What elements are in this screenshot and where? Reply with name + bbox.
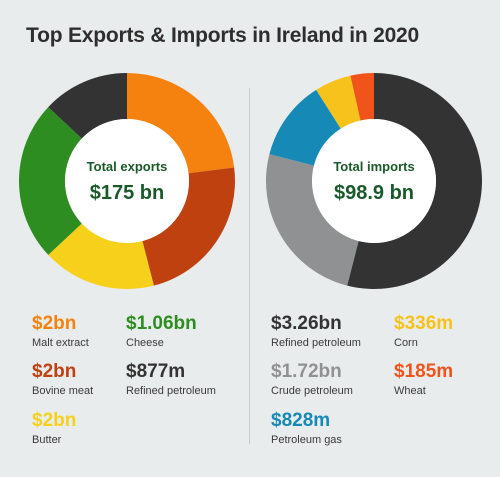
legend-value: $185m	[394, 361, 454, 382]
legend-value: $3.26bn	[271, 313, 342, 334]
center-label: Total imports	[333, 159, 414, 174]
legend-value: $2bn	[32, 410, 77, 431]
legend-label: Crude petroleum	[271, 385, 353, 397]
chart-title: Top Exports & Imports in Ireland in 2020	[26, 24, 420, 47]
legend-item-cheese: $1.06bn Cheese	[126, 313, 197, 350]
slice-yellow	[316, 75, 361, 129]
donut-center	[65, 119, 189, 243]
legend-value: $2bn	[32, 361, 77, 382]
legend-value: $2bn	[32, 313, 77, 334]
legend-item-corn: $336m Corn	[394, 313, 453, 350]
legend-value: $1.72bn	[271, 361, 342, 382]
slice-dark-grey	[347, 73, 483, 289]
slice-dark-grey	[48, 73, 127, 139]
legend-label: Wheat	[394, 385, 426, 397]
legend-value: $336m	[394, 313, 454, 334]
legend-label: Corn	[394, 337, 418, 349]
slice-blue	[269, 89, 341, 166]
legend-item-malt-extract: $2bn Malt extract	[32, 313, 89, 350]
slice-yellow	[48, 223, 154, 289]
legend-item-bovine-meat: $2bn Bovine meat	[32, 361, 93, 398]
legend-label: Refined petroleum	[271, 337, 361, 349]
legend-item-crude-petroleum: $1.72bn Crude petroleum	[271, 361, 353, 398]
legend-label: Cheese	[126, 337, 164, 349]
legend-value: $877m	[126, 361, 186, 382]
center-value: $175 bn	[90, 182, 164, 204]
legend-label: Petroleum gas	[271, 434, 342, 446]
donut-center	[312, 119, 436, 243]
legend-item-butter: $2bn Butter	[32, 410, 76, 447]
legend-label: Malt extract	[32, 337, 89, 349]
exports-donut-chart: Total exports $175 bn	[18, 73, 235, 289]
slice-green	[18, 107, 82, 255]
slice-dark-orange	[142, 167, 235, 286]
legend-item-refined-petroleum-export: $877m Refined petroleum	[126, 361, 216, 398]
legend-label: Refined petroleum	[126, 385, 216, 397]
legend-item-petroleum-gas: $828m Petroleum gas	[271, 410, 342, 447]
slice-orange	[127, 73, 235, 174]
legend-item-refined-petroleum-import: $3.26bn Refined petroleum	[271, 313, 361, 350]
legend-label: Butter	[32, 434, 62, 446]
legend-value: $828m	[271, 410, 331, 431]
legend-item-wheat: $185m Wheat	[394, 361, 453, 398]
slice-red-orange	[350, 73, 374, 121]
imports-donut-chart: Total imports $98.9 bn	[266, 73, 483, 289]
center-value: $98.9 bn	[334, 182, 414, 204]
center-label: Total exports	[87, 159, 168, 174]
slice-light-grey	[266, 154, 359, 286]
legend-label: Bovine meat	[32, 385, 94, 397]
divider	[249, 88, 250, 444]
legend-value: $1.06bn	[126, 313, 197, 334]
